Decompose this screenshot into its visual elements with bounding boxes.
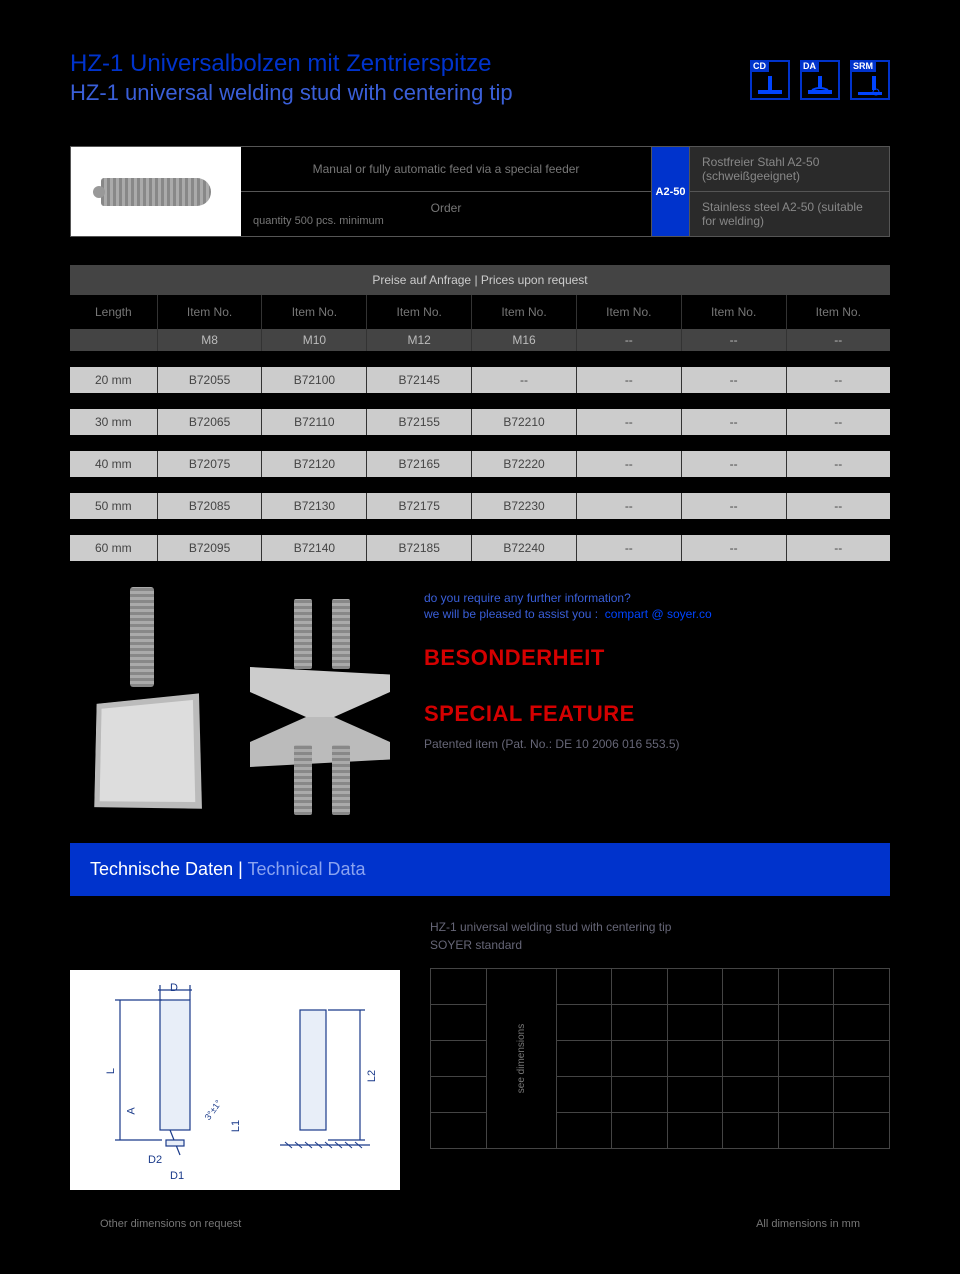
contact-line-2: we will be pleased to assist you : compa… [424,607,880,621]
footer-left: Other dimensions on request [100,1218,241,1230]
contact-email[interactable]: compart @ soyer.co [605,607,712,621]
weld-arc-icon [808,76,832,96]
spec-block: HZ-1 universal welding stud with centeri… [430,920,890,1190]
contact-line-1: do you require any further information? [424,591,880,605]
patent-text: Patented item (Pat. No.: DE 10 2006 016 … [424,737,880,751]
footer: Other dimensions on request All dimensio… [70,1218,890,1230]
badge-da: DA [800,60,840,100]
material-code: A2-50 [651,147,689,236]
product-render-1 [80,587,230,827]
badge-srm: SRM [850,60,890,100]
material-en: Stainless steel A2-50 (suitable for weld… [690,192,889,236]
table-row: 60 mm B72095B72140B72185B72240------ [70,535,890,561]
besonderheit-heading: BESONDERHEIT [424,645,880,671]
info-box: Manual or fully automatic feed via a spe… [70,146,890,237]
feed-info: Manual or fully automatic feed via a spe… [241,147,651,192]
footer-right: All dimensions in mm [756,1218,860,1230]
stud-icon [101,178,211,206]
table-row: 30 mm B72065B72110B72155B72210------ [70,409,890,435]
table-row: 50 mm B72085B72130B72175B72230------ [70,493,890,519]
feature-section: do you require any further information? … [70,587,890,827]
badge-cd: CD [750,60,790,100]
table-row: 20 mm B72055B72100B72145-------- [70,367,890,393]
header: HZ-1 Universalbolzen mit Zentrierspitze … [70,50,890,106]
table-row: 40 mm B72075B72120B72165B72220------ [70,451,890,477]
weld-spiral-icon [858,76,882,96]
col-length: Length [70,295,157,329]
process-badges: CD DA SRM [750,60,890,100]
spec-title: HZ-1 universal welding stud with centeri… [430,920,890,934]
order-info: Order quantity 500 pcs. minimum [241,192,651,236]
product-thumb [71,147,241,236]
technical-diagram: D L A L1 L2 D1 D2 3°±1° [70,970,400,1190]
price-header: Preise auf Anfrage | Prices upon request [70,265,890,295]
bottom-section: D L A L1 L2 D1 D2 3°±1° HZ-1 universal w… [70,920,890,1200]
spec-table: see dimensions [430,968,890,1149]
product-render-2 [250,587,400,827]
weld-icon [758,76,782,96]
special-feature-heading: SPECIAL FEATURE [424,701,880,727]
spec-subtitle: SOYER standard [430,938,890,952]
material-de: Rostfreier Stahl A2-50 (schweißgeeignet) [690,147,889,192]
price-table: Preise auf Anfrage | Prices upon request… [70,265,890,567]
technical-data-bar: Technische Daten | Technical Data [70,843,890,896]
feature-images [80,587,400,827]
